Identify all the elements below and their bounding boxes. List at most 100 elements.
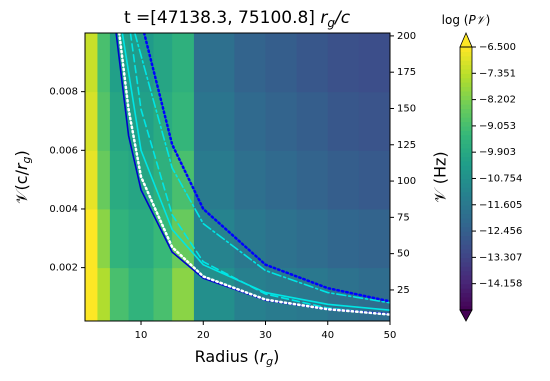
colorbar-step [460, 152, 472, 158]
heatmap-cell [327, 33, 360, 93]
heatmap-cell [85, 91, 98, 151]
curve [129, 33, 390, 316]
colorbar-step [460, 86, 472, 92]
colorbar-step [460, 213, 472, 219]
heatmap-cell [128, 208, 154, 269]
colorbar-tick-label: −6.500 [479, 42, 516, 53]
title-part: t =[47138.3, 75100.8] [124, 8, 320, 28]
heatmap-cell [296, 208, 329, 269]
colorbar-tick-label: −9.053 [479, 121, 516, 132]
heatmap-cell [109, 150, 130, 210]
y2-tick-label: 75 [397, 212, 410, 223]
colorbar-tick-label: −13.307 [479, 252, 522, 263]
curve [117, 33, 390, 316]
heatmap-cell [153, 267, 173, 321]
y-tick-label: 0.002 [49, 263, 78, 274]
heatmap-cell [358, 208, 390, 269]
heatmap-cell [296, 33, 329, 93]
heatmap-cell [109, 267, 130, 321]
label-part: log ( [442, 13, 469, 27]
colorbar-step [460, 288, 472, 294]
colorbar-extend-bottom [459, 309, 473, 322]
colorbar-step [460, 73, 472, 79]
colorbar-step [460, 121, 472, 127]
colorbar-step [460, 178, 472, 184]
y2-tick-label: 125 [397, 140, 416, 151]
colorbar-tick-label: −14.158 [479, 279, 522, 290]
y2-tick-label: 200 [397, 31, 416, 42]
colorbar-step [460, 77, 472, 83]
y-tick-label: 0.004 [49, 204, 78, 215]
heatmap-cell [128, 33, 154, 93]
colorbar-step [460, 239, 472, 245]
heatmap-cell [153, 91, 173, 151]
title-part: g [327, 16, 335, 30]
colorbar-label: log (P𝒱) [442, 13, 491, 27]
label-part: ) [486, 13, 491, 27]
x-tick-label: 30 [259, 330, 272, 341]
colorbar-step [460, 196, 472, 202]
heatmap-cell [153, 33, 173, 93]
y2-axis-label: 𝒱 (Hz) [431, 151, 450, 202]
heatmap-cell [327, 208, 360, 269]
colorbar-step [460, 266, 472, 272]
x-tick-label: 20 [197, 330, 210, 341]
colorbar-step [460, 47, 472, 52]
heatmap-cell [172, 150, 195, 210]
colorbar-step [460, 253, 472, 258]
colorbar-tick-label: −12.456 [479, 226, 522, 237]
heatmap-cell [85, 33, 98, 93]
heatmap-cell [172, 33, 195, 93]
colorbar-step [460, 139, 472, 145]
colorbar-step [460, 274, 472, 280]
y-axis-label: 𝒱(c/rg) [12, 150, 34, 204]
colorbar-step [460, 68, 472, 74]
x-tick-label: 40 [321, 330, 334, 341]
heatmap-cell [128, 267, 154, 321]
heatmap-cell [234, 33, 267, 93]
heatmap-cell [97, 150, 111, 210]
colorbar-step [460, 283, 472, 289]
heatmap-cell [296, 150, 329, 210]
heatmap-cell [193, 150, 235, 210]
label-part: P𝒱 [468, 13, 489, 27]
title-part: r [320, 8, 328, 28]
colorbar-step [460, 165, 472, 171]
label-part: 𝒱(c/ [12, 169, 31, 203]
heatmap-cell [296, 91, 329, 151]
colorbar-tick-label: −11.605 [479, 200, 522, 211]
y2-tick-label: 175 [397, 67, 416, 78]
heatmap-cell [85, 150, 98, 210]
colorbar-step [460, 55, 472, 61]
heatmap-cell [85, 208, 98, 269]
colorbar-tick-label: −9.903 [479, 147, 516, 158]
colorbar-step [460, 82, 472, 88]
colorbar-step [460, 231, 472, 237]
x-tick-label: 10 [135, 330, 148, 341]
heatmap-cell [358, 150, 390, 210]
colorbar-step [460, 125, 472, 131]
colorbar-step [460, 204, 472, 210]
colorbar-step [460, 60, 472, 66]
heatmap-cell [234, 150, 267, 210]
y-tick-label: 0.008 [49, 87, 78, 98]
colorbar-step [460, 103, 472, 109]
heatmap-cell [358, 33, 390, 93]
colorbar-step [460, 279, 472, 285]
heatmap-cell [172, 91, 195, 151]
label-part: Radius ( [195, 347, 260, 366]
x-axis-label: Radius (rg) [195, 347, 280, 369]
heatmap-cell [97, 208, 111, 269]
curve [142, 33, 390, 303]
heatmap [85, 33, 390, 321]
label-part: r [12, 162, 31, 170]
colorbar-step [460, 217, 472, 223]
colorbar-tick-label: −8.202 [479, 95, 516, 106]
label-part: ) [273, 347, 279, 366]
colorbar-step [460, 160, 472, 166]
y2-tick-label: 100 [397, 176, 416, 187]
heatmap-cell [193, 91, 235, 151]
heatmap-cell [265, 150, 298, 210]
heatmap-cell [97, 267, 111, 321]
